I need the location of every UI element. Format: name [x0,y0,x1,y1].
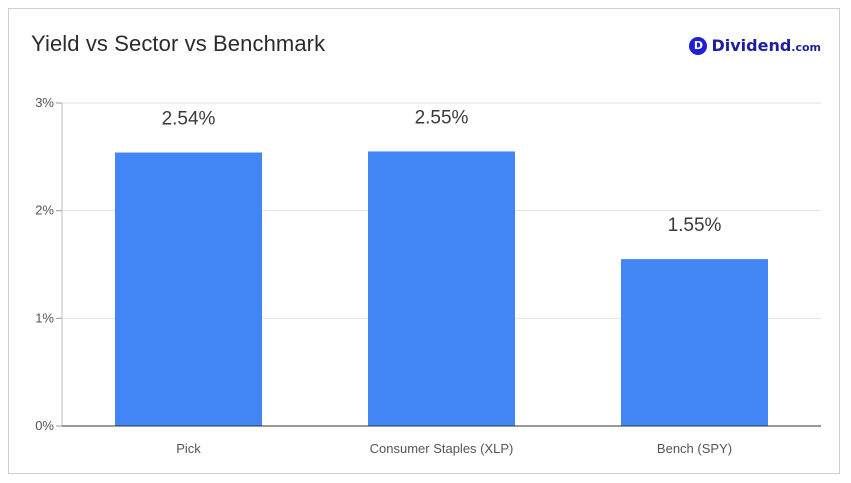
y-tick-label: 1% [35,310,54,325]
logo-tld: .com [791,41,821,54]
data-label: 2.54% [162,109,216,130]
bar [368,151,515,426]
dividend-logo[interactable]: D Dividend .com [689,36,821,55]
logo-wordmark: Dividend [711,36,792,55]
y-tick-label: 2% [35,203,54,218]
chart-title: Yield vs Sector vs Benchmark [31,31,326,56]
category-label: Consumer Staples (XLP) [370,441,514,456]
category-label: Pick [176,441,201,456]
category-label: Bench (SPY) [657,441,732,456]
y-tick-label: 0% [35,418,54,433]
bar [621,259,768,426]
y-tick-label: 3% [35,95,54,110]
data-label: 2.55% [415,107,469,128]
bar [115,152,262,426]
data-label: 1.55% [668,215,722,236]
dividend-logo-icon: D [689,36,708,55]
